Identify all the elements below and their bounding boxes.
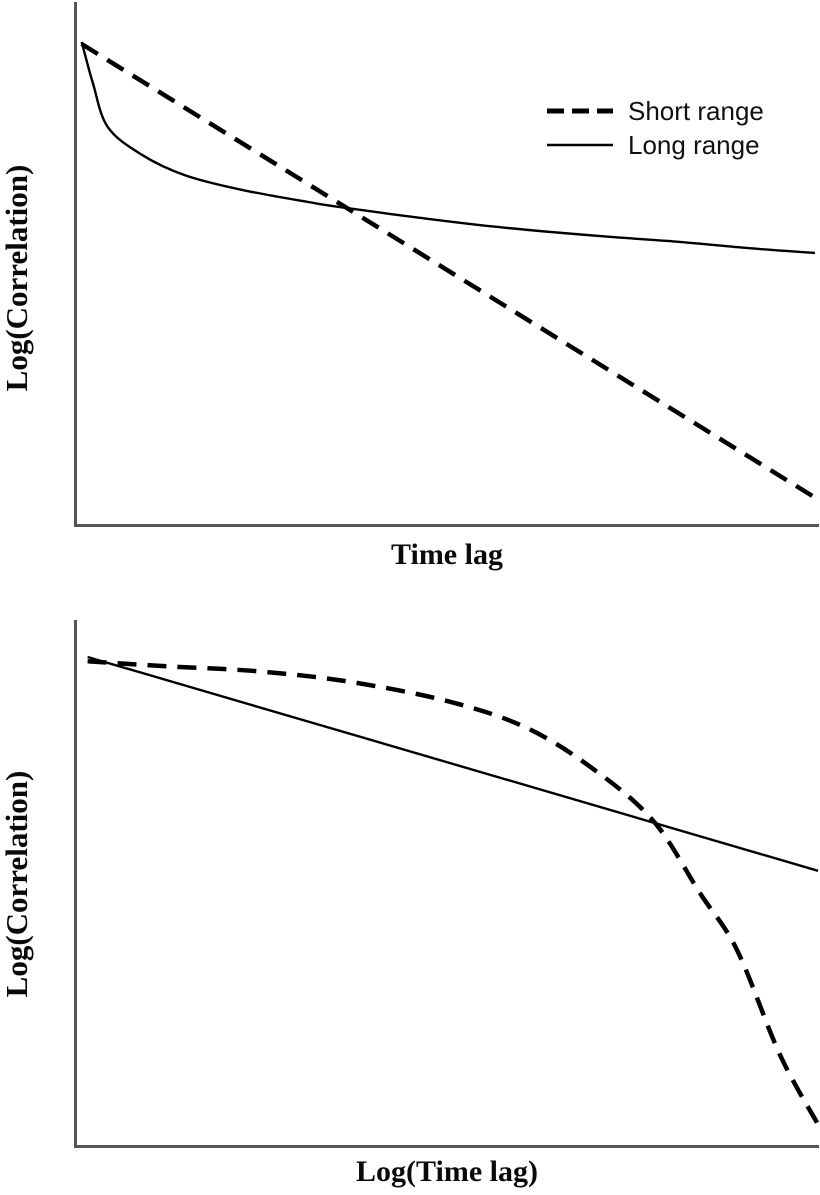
solid-line-icon — [547, 143, 613, 147]
legend: Short range Long range — [546, 94, 764, 162]
legend-item-short-range: Short range — [546, 94, 764, 128]
legend-item-long-range: Long range — [546, 128, 764, 162]
short-range-curve — [87, 658, 820, 1125]
chart-top-y-axis-label: Log(Correlation) — [0, 164, 34, 392]
chart-top-axes — [74, 2, 819, 527]
legend-label-long-range: Long range — [628, 130, 760, 160]
long-range-curve — [80, 41, 816, 255]
legend-label-short-range: Short range — [628, 96, 764, 126]
chart-top-x-axis-label: Time lag — [391, 538, 503, 571]
chart-bottom-y-axis-label: Log(Correlation) — [0, 770, 34, 998]
dashed-line-icon — [547, 108, 613, 114]
chart-bottom-axes — [74, 620, 819, 1148]
short-range-curve — [80, 42, 817, 501]
long-range-curve — [87, 655, 819, 872]
chart-bottom-plot — [87, 655, 820, 1125]
chart-top-plot — [80, 41, 817, 501]
chart-bottom-x-axis-label: Log(Time lag) — [356, 1155, 538, 1188]
